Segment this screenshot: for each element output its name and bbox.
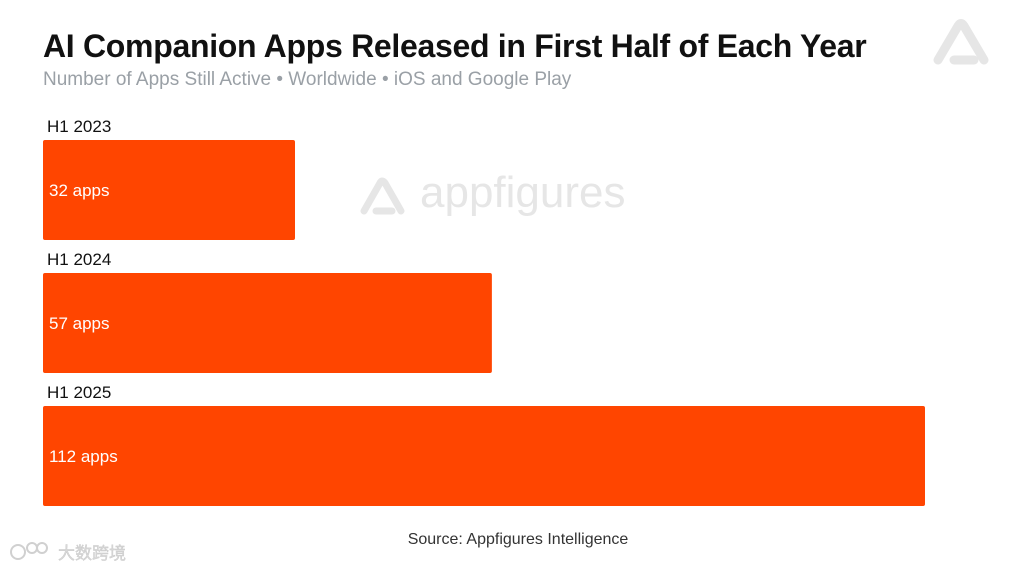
appfigures-watermark-icon [360, 177, 405, 215]
category-label: H1 2025 [47, 383, 111, 402]
appfigures-watermark: appfigures [360, 168, 625, 217]
category-label: H1 2023 [47, 117, 111, 136]
appfigures-logo-icon [933, 19, 989, 65]
watermark-text: appfigures [420, 168, 625, 217]
data-label: 112 apps [49, 447, 118, 466]
bar [43, 140, 295, 240]
corner-watermark: 大数跨境 [10, 542, 126, 564]
chart-subtitle: Number of Apps Still Active • Worldwide … [43, 69, 572, 90]
bar-group: H1 2023 32 apps H1 2024 57 apps H1 2025 112 a… [43, 117, 925, 506]
chart-title: AI Companion Apps Released in First Half… [43, 28, 867, 64]
data-label: 57 apps [49, 314, 110, 333]
corner-watermark-text: 大数跨境 [58, 544, 126, 564]
corner-logo-icon [10, 542, 48, 560]
category-label: H1 2024 [47, 250, 111, 269]
bar [43, 406, 925, 506]
source-note: Source: Appfigures Intelligence [407, 531, 629, 548]
bar [43, 273, 492, 373]
data-label: 32 apps [49, 181, 110, 200]
